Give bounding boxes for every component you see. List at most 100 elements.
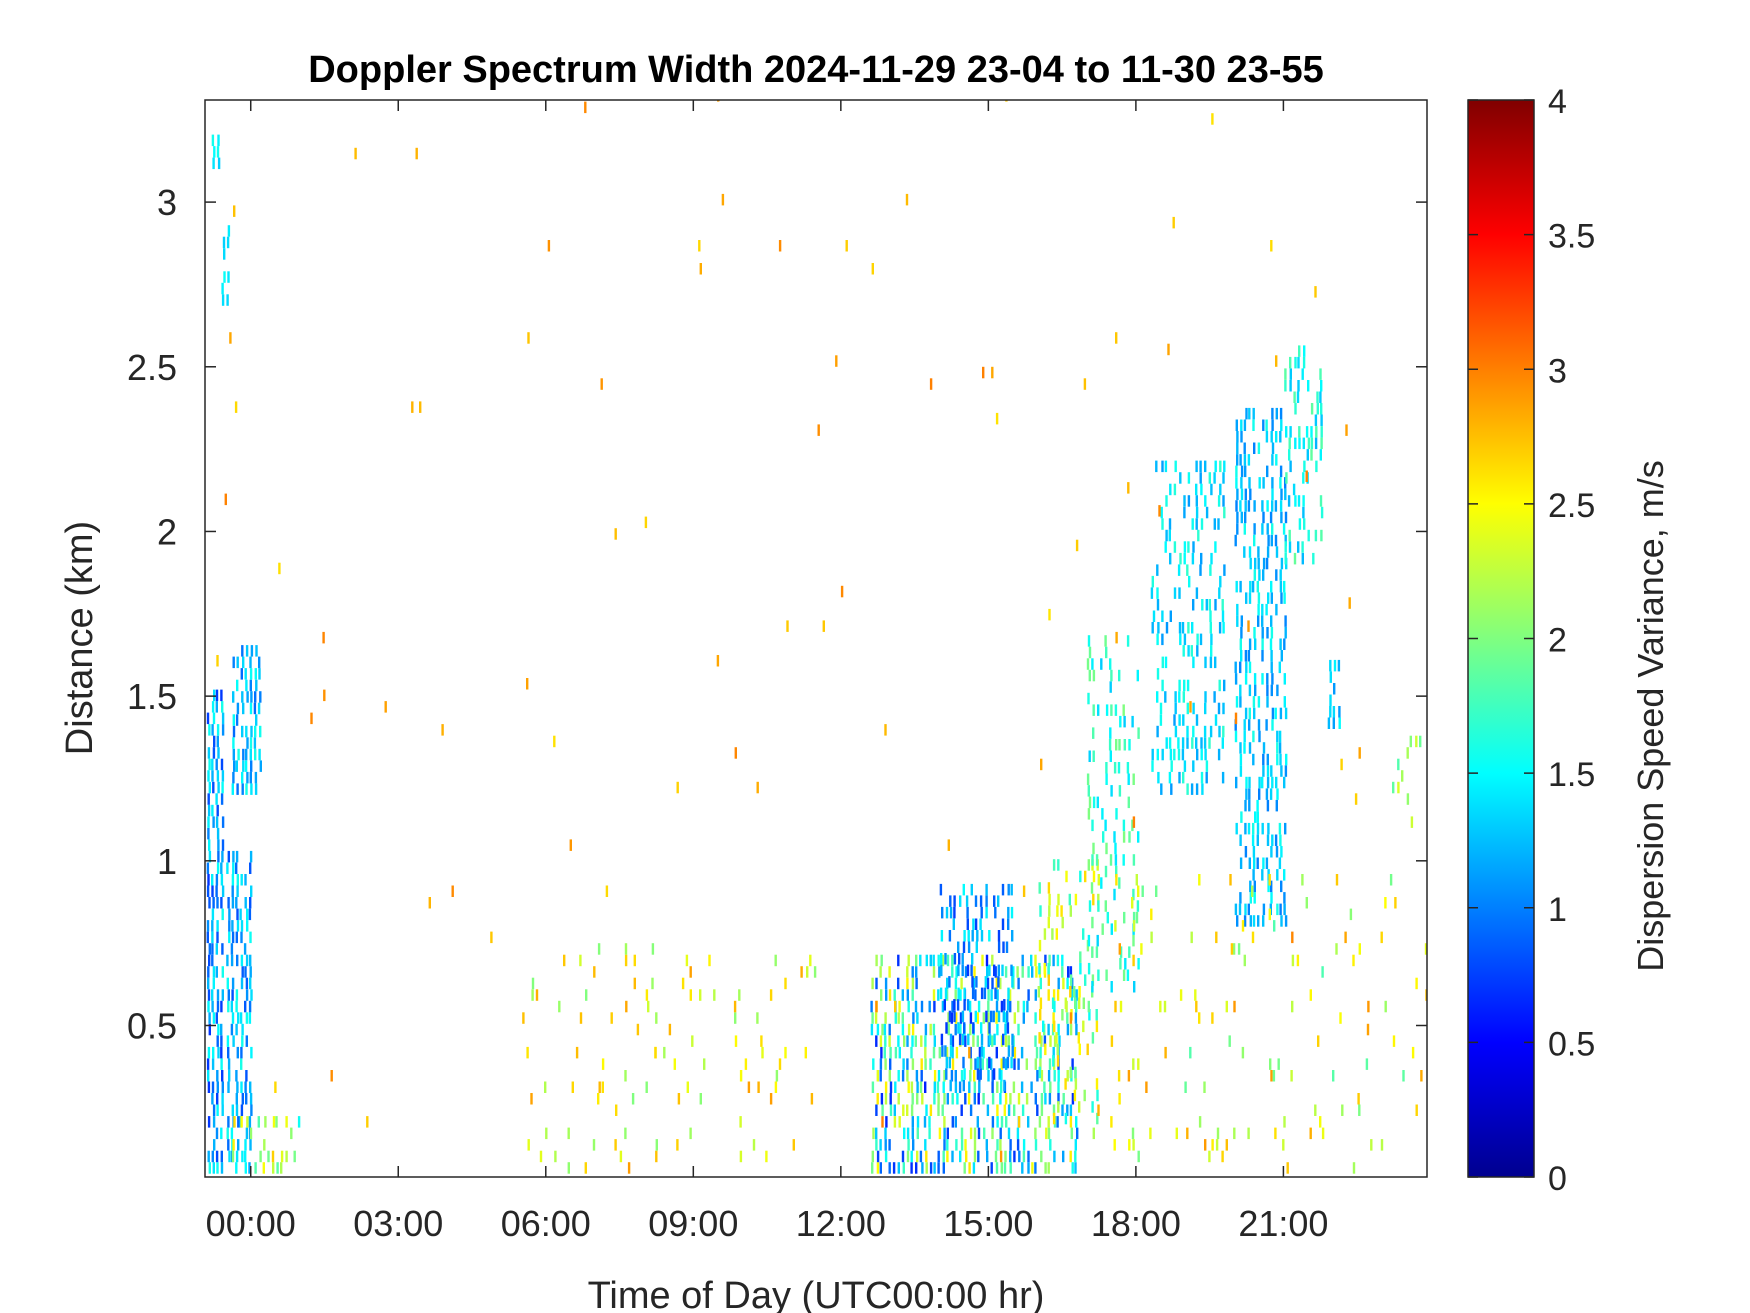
heat-cell — [952, 918, 955, 930]
heat-cell — [1257, 442, 1261, 454]
heat-cell — [951, 1093, 954, 1105]
heat-cell — [955, 1046, 959, 1059]
heat-cell — [968, 1046, 971, 1059]
heat-cell — [569, 839, 572, 851]
heat-cell — [1069, 1066, 1072, 1079]
heat-cell — [971, 976, 974, 988]
heat-cell — [915, 1162, 918, 1174]
heat-cell — [215, 816, 219, 828]
heat-cell — [942, 1081, 945, 1093]
heat-cell — [1017, 1023, 1020, 1036]
heat-cell — [1236, 615, 1239, 627]
heat-cell — [809, 954, 812, 967]
heat-cell — [1257, 546, 1260, 558]
heat-cell — [1319, 368, 1322, 380]
heat-cell — [765, 1150, 768, 1163]
heat-cell — [1209, 656, 1213, 669]
heat-cell — [212, 1012, 216, 1024]
heat-cell — [1329, 671, 1332, 683]
heat-cell — [1310, 437, 1314, 450]
heat-cell — [1275, 603, 1278, 616]
heat-cell — [1269, 638, 1273, 650]
heat-cell — [1113, 762, 1117, 774]
heat-cell — [924, 1058, 927, 1070]
heat-cell — [241, 966, 244, 978]
heat-cell — [1178, 714, 1181, 726]
heat-cell — [1104, 635, 1107, 647]
heat-cell — [914, 1000, 918, 1013]
heat-cell — [1283, 592, 1286, 604]
heat-cell — [703, 1058, 706, 1070]
heat-cell — [231, 897, 235, 909]
heat-cell — [207, 966, 210, 978]
heat-cell — [1119, 946, 1123, 958]
heat-cell — [245, 1093, 248, 1105]
heat-cell — [1030, 954, 1033, 967]
heat-cell — [236, 885, 239, 897]
heat-cell — [1157, 622, 1160, 634]
heat-cell — [597, 943, 601, 955]
heat-cell — [1137, 1058, 1140, 1070]
heat-cell — [953, 953, 957, 965]
heat-cell — [593, 966, 596, 978]
heat-cell — [216, 735, 219, 748]
heat-cell — [907, 1000, 910, 1013]
heat-cell — [689, 989, 692, 1001]
heat-cell — [1009, 1000, 1012, 1013]
heat-cell — [1305, 897, 1308, 909]
heat-cell — [1007, 1104, 1011, 1116]
heat-cell — [1275, 431, 1278, 443]
heat-cell — [929, 954, 932, 967]
heat-cell — [1034, 1093, 1037, 1105]
heat-cell — [1243, 730, 1246, 743]
heat-cell — [1105, 842, 1108, 855]
heat-cell — [1043, 962, 1046, 975]
heat-cell — [911, 1058, 915, 1070]
heat-cell — [1243, 719, 1246, 731]
heat-cell — [1284, 488, 1287, 501]
heat-cell — [651, 977, 654, 990]
heat-cell — [227, 1081, 230, 1093]
heat-cell — [964, 1035, 967, 1047]
heat-cell — [1266, 753, 1269, 766]
heat-cell — [1293, 552, 1297, 565]
heat-cell — [1164, 1046, 1167, 1059]
heat-cell — [1251, 580, 1255, 593]
heat-cell — [1274, 500, 1278, 512]
heat-cell — [1052, 1055, 1055, 1067]
heat-cell — [1187, 622, 1190, 634]
heat-cell — [221, 712, 225, 725]
heat-cell — [1074, 1012, 1078, 1024]
heat-cell — [1053, 1070, 1056, 1082]
heat-cell — [1038, 1066, 1041, 1079]
heat-cell — [1092, 727, 1095, 739]
heat-cell — [1192, 702, 1195, 715]
heat-cell — [1266, 765, 1270, 777]
heat-cell — [951, 1116, 954, 1128]
heat-cell — [215, 1127, 219, 1140]
heat-cell — [1190, 783, 1194, 795]
heat-cell — [949, 906, 953, 919]
heat-cell — [1223, 506, 1226, 519]
heat-cell — [1270, 846, 1273, 858]
heat-cell — [250, 645, 254, 657]
heat-cell — [1195, 506, 1199, 519]
heat-cell — [215, 701, 218, 713]
heat-cell — [1270, 240, 1273, 252]
heat-cell — [1031, 1162, 1034, 1174]
heat-cell — [949, 1045, 953, 1057]
heat-cell — [1047, 1127, 1051, 1140]
heat-cell — [1276, 753, 1279, 766]
heat-cell — [1132, 888, 1135, 901]
heat-cell — [1302, 437, 1305, 450]
heat-cell — [967, 930, 970, 942]
heat-cell — [249, 1139, 252, 1151]
heat-cell — [1047, 974, 1050, 986]
heat-cell — [1252, 730, 1255, 743]
heat-cell — [961, 953, 964, 965]
heat-cell — [1279, 903, 1282, 916]
heat-cell — [1329, 659, 1332, 672]
heat-cell — [1152, 610, 1156, 622]
heat-cell — [1122, 831, 1126, 843]
heat-cell — [1043, 928, 1047, 940]
